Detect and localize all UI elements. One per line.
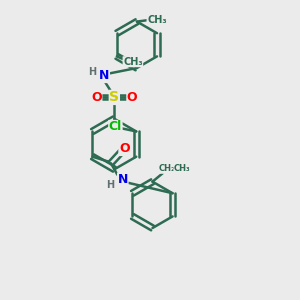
- Text: O: O: [91, 91, 102, 104]
- Text: CH₃: CH₃: [174, 164, 190, 173]
- Text: S: S: [109, 90, 119, 104]
- Text: H: H: [88, 67, 96, 77]
- Text: Cl: Cl: [109, 121, 122, 134]
- Text: O: O: [119, 142, 130, 155]
- Text: O: O: [127, 91, 137, 104]
- Text: CH₃: CH₃: [123, 57, 143, 67]
- Text: N: N: [118, 173, 128, 186]
- Text: H: H: [106, 180, 114, 190]
- Text: CH₂: CH₂: [159, 164, 176, 173]
- Text: N: N: [99, 70, 110, 83]
- Text: CH₃: CH₃: [147, 15, 167, 25]
